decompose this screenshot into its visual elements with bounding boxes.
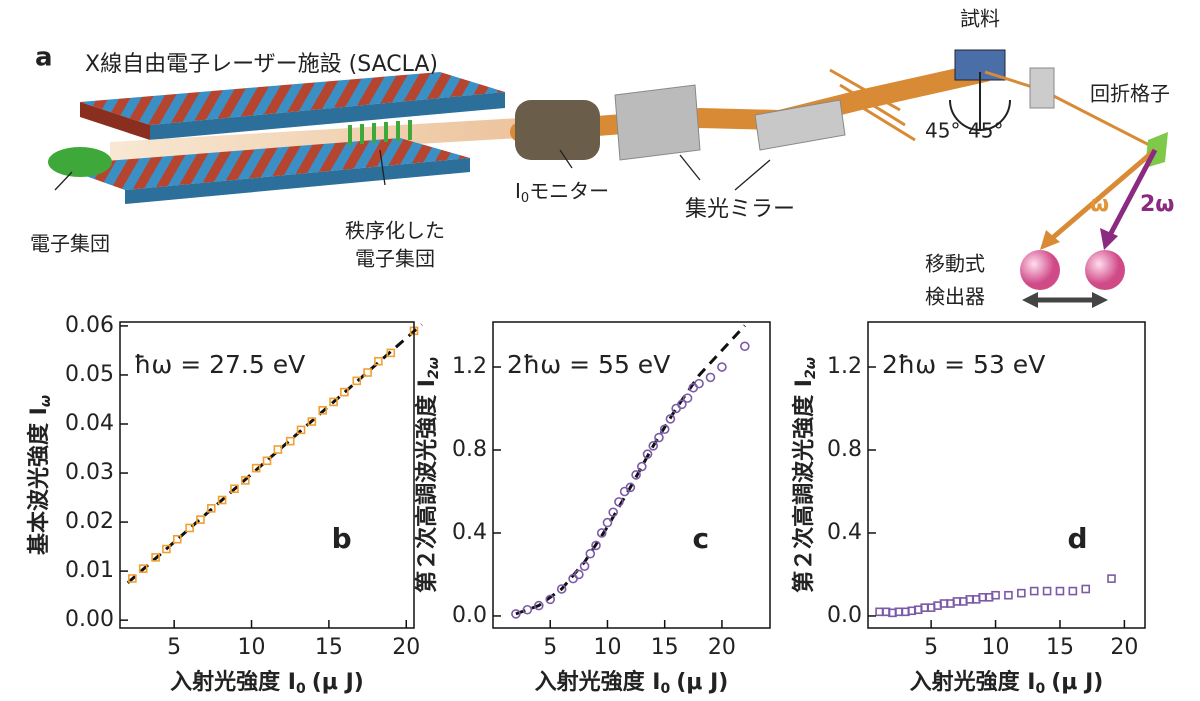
label-part: 2ω bbox=[426, 357, 442, 379]
x-axis-label: 入射光強度 I0 (μ J) bbox=[910, 669, 1104, 697]
point bbox=[1056, 588, 1063, 595]
aperture bbox=[1030, 68, 1054, 108]
label: 試料 bbox=[960, 7, 1000, 31]
point bbox=[718, 363, 726, 371]
arrow bbox=[1022, 292, 1038, 308]
y-axis-label: 基本波光強度 Iω bbox=[26, 395, 54, 555]
y-tick-label: 0.04 bbox=[65, 411, 114, 436]
point bbox=[741, 342, 749, 350]
mirror bbox=[615, 85, 700, 160]
x-axis-label: 入射光強度 I0 (μ J) bbox=[170, 669, 364, 697]
label-part: 2ω bbox=[803, 357, 819, 379]
arrow bbox=[1100, 228, 1118, 250]
annotation: ħω = 27.5 eV bbox=[134, 350, 305, 379]
y-axis-label: 第２次高調波光強度 I2ω bbox=[414, 357, 442, 593]
label: I0モニター bbox=[515, 179, 609, 206]
figure: a X線自由電子レーザー施設 (SACLA) 電子集団 秩序化した 電子集団 I… bbox=[0, 0, 1200, 701]
y-tick-label: 0.02 bbox=[65, 509, 114, 534]
y-tick-label: 0.05 bbox=[65, 362, 114, 387]
label-part: 基本波光強度 I bbox=[26, 407, 52, 555]
y-tick-label: 0.4 bbox=[452, 520, 487, 545]
point bbox=[1069, 588, 1076, 595]
label: 集光ミラー bbox=[685, 197, 795, 222]
label-part: 入射光強度 I bbox=[535, 669, 661, 695]
detector bbox=[1085, 250, 1125, 290]
y-tick-label: 0.4 bbox=[827, 520, 862, 545]
label-part: 0 bbox=[296, 681, 306, 697]
x-tick-label: 10 bbox=[238, 635, 266, 660]
label: 電子集団 bbox=[30, 232, 110, 256]
point bbox=[1044, 588, 1051, 595]
label-part: ω bbox=[38, 395, 54, 407]
x-tick-label: 5 bbox=[167, 635, 181, 660]
label: 秩序化した bbox=[345, 219, 445, 243]
point bbox=[603, 519, 611, 527]
y-tick-label: 0.8 bbox=[827, 437, 862, 462]
detector bbox=[1020, 250, 1060, 290]
mirror bbox=[755, 100, 845, 150]
x-tick-label: 20 bbox=[392, 635, 420, 660]
x-tick-label: 10 bbox=[593, 635, 621, 660]
panel-label: b bbox=[332, 522, 352, 555]
point bbox=[695, 380, 703, 388]
electron-bunch bbox=[48, 147, 112, 177]
y-tick-label: 0.8 bbox=[452, 437, 487, 462]
i0-monitor bbox=[515, 100, 600, 160]
label: ω bbox=[1090, 192, 1109, 217]
label-part: 第２次高調波光強度 I bbox=[791, 379, 817, 593]
label-part: (μ J) bbox=[312, 670, 364, 695]
facility-title: X線自由電子レーザー施設 (SACLA) bbox=[85, 52, 438, 77]
point bbox=[706, 373, 714, 381]
point bbox=[655, 434, 663, 442]
x-axis-label: 入射光強度 I0 (μ J) bbox=[535, 669, 729, 697]
x-tick-label: 5 bbox=[924, 635, 938, 660]
label-part: (μ J) bbox=[676, 670, 728, 695]
annotation: 2ħω = 55 eV bbox=[507, 350, 670, 379]
label-part: (μ J) bbox=[1051, 670, 1103, 695]
x-tick-label: 15 bbox=[1046, 635, 1074, 660]
y-tick-label: 1.2 bbox=[452, 354, 487, 379]
label-part: 第２次高調波光強度 I bbox=[414, 379, 440, 593]
label-part: 0 bbox=[521, 191, 529, 206]
panel-label: a bbox=[35, 43, 53, 73]
label: 45° bbox=[925, 119, 960, 143]
point bbox=[1018, 590, 1025, 597]
x-tick-label: 15 bbox=[315, 635, 343, 660]
panel-label: c bbox=[692, 522, 709, 555]
x-tick-label: 20 bbox=[708, 635, 736, 660]
arrow bbox=[1092, 292, 1108, 308]
y-tick-label: 0.0 bbox=[452, 603, 487, 628]
point bbox=[1082, 585, 1089, 592]
label: 45° bbox=[968, 119, 1003, 143]
y-tick-label: 0.06 bbox=[65, 313, 114, 338]
point bbox=[1031, 588, 1038, 595]
label: 検出器 bbox=[925, 285, 985, 309]
point bbox=[575, 570, 583, 578]
x-tick-label: 20 bbox=[1110, 635, 1138, 660]
label-part: モニター bbox=[529, 179, 609, 203]
diagram: a X線自由電子レーザー施設 (SACLA) 電子集団 秩序化した 電子集団 I… bbox=[30, 7, 1174, 309]
y-tick-label: 0.03 bbox=[65, 460, 114, 485]
label: 回折格子 bbox=[1090, 82, 1170, 106]
panel-label: d bbox=[1067, 522, 1087, 555]
label: 電子集団 bbox=[355, 247, 435, 271]
x-tick-label: 10 bbox=[982, 635, 1010, 660]
x-tick-label: 15 bbox=[651, 635, 679, 660]
label: 2ω bbox=[1140, 192, 1174, 217]
y-tick-label: 0.0 bbox=[827, 603, 862, 628]
y-tick-label: 0.01 bbox=[65, 558, 114, 583]
label-part: 入射光強度 I bbox=[910, 669, 1036, 695]
label: 移動式 bbox=[925, 252, 985, 276]
y-tick-label: 1.2 bbox=[827, 354, 862, 379]
y-tick-label: 0.00 bbox=[65, 607, 114, 632]
label-part: 0 bbox=[660, 681, 670, 697]
y-axis-label: 第２次高調波光強度 I2ω bbox=[791, 357, 819, 593]
point bbox=[586, 550, 594, 558]
x-tick-label: 5 bbox=[543, 635, 557, 660]
label-part: 入射光強度 I bbox=[170, 669, 296, 695]
point bbox=[1005, 592, 1012, 599]
point bbox=[1108, 575, 1115, 582]
annotation: 2ħω = 53 eV bbox=[882, 350, 1045, 379]
label-part: 0 bbox=[1035, 681, 1045, 697]
